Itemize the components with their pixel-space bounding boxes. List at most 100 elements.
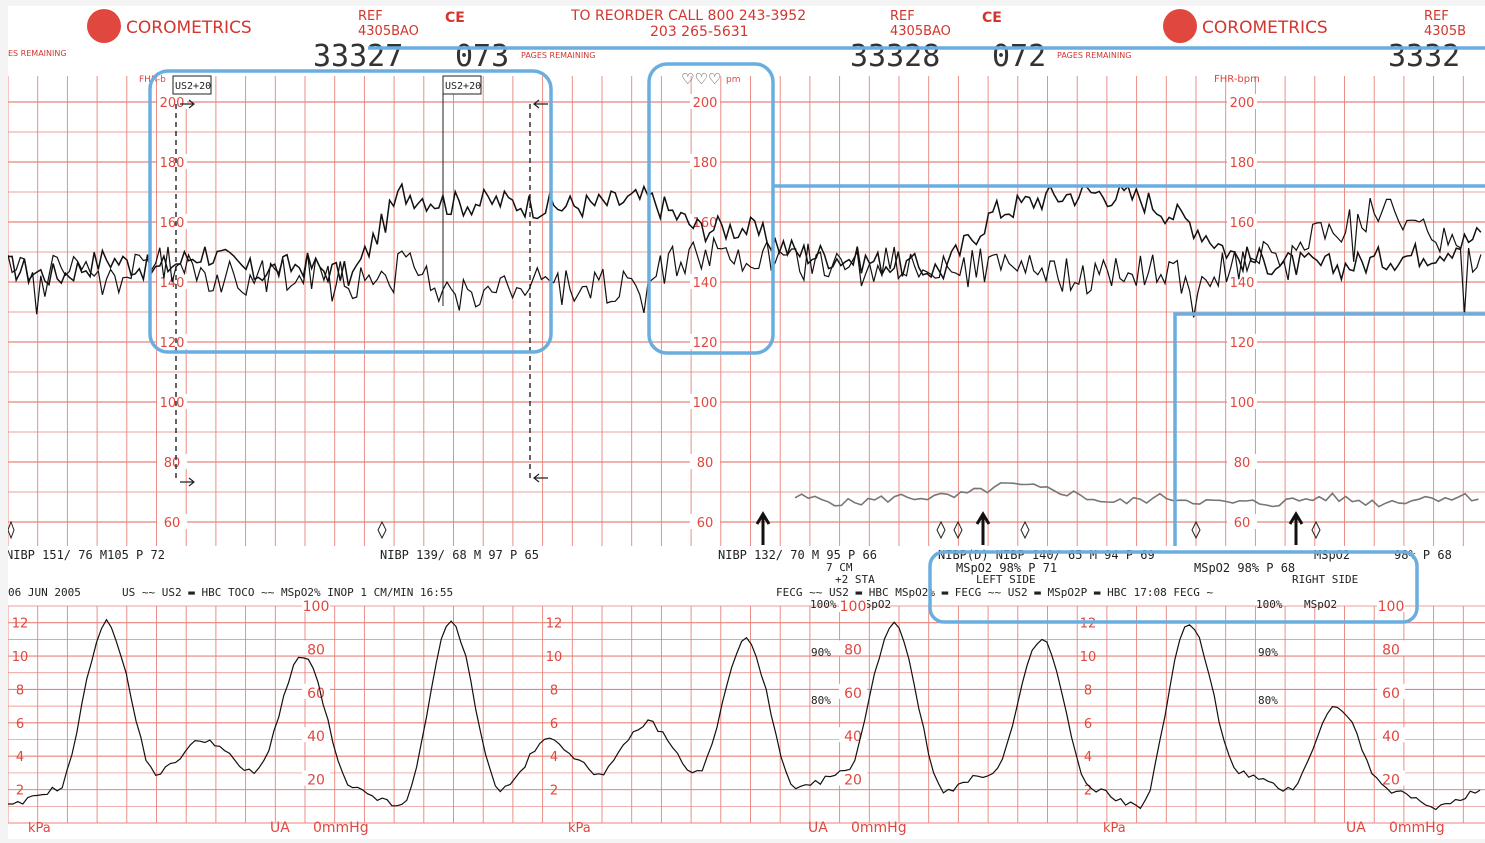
tick-label-bg [1377, 727, 1405, 743]
ua-mmhg-tick: 100 [840, 599, 867, 615]
ua-kpa-tick: 6 [16, 717, 24, 732]
ua-label: UA [1346, 820, 1366, 836]
fhr-tick-label: 60 [1234, 516, 1251, 531]
event-arrow-icon [975, 511, 991, 545]
ce-mark: CE [982, 10, 1002, 26]
arrow-right-icon [180, 99, 195, 109]
fhr-tick-label: 80 [697, 456, 714, 471]
tick-label-bg [157, 394, 187, 409]
monitor-modes-1: US ~~ US2 ▬ HBC TOCO ~~ MSpO2% INOP 1 CM… [122, 586, 453, 599]
tick-label-bg [157, 94, 187, 109]
us2-marker-label: US2+20 [445, 81, 481, 92]
tick-label-bg [1377, 770, 1405, 786]
nibp-reading-3: NIBP 132/ 70 M 95 P 66 [718, 548, 877, 562]
tick-label-bg [690, 394, 720, 409]
ua-trace [8, 618, 1481, 811]
ref-label: REF [358, 9, 383, 24]
highlight-overlays [148, 46, 1485, 624]
pages-remaining-2: 072 [992, 39, 1046, 74]
ref-code: 4305BAO [358, 24, 419, 39]
annotation-band: NIBP 151/ 76 M105 P 72 NIBP 139/ 68 M 97… [6, 548, 1452, 707]
fhr-tick-label: 200 [693, 96, 718, 111]
tick-label-bg [1227, 274, 1257, 289]
nibp-reading-4: NIBP(D) NIBP 140/ 65 M 94 P 69 [938, 548, 1155, 562]
tick-label-bg [1227, 454, 1257, 469]
tick-label-bg [690, 214, 720, 229]
mspo2-scale-100: 100% [810, 598, 837, 611]
ce-mark: CE [445, 10, 465, 26]
ua-mmhg-tick: 80 [307, 642, 325, 658]
ua-mmhg-tick: 20 [307, 773, 325, 789]
tick-label-bg [839, 640, 867, 656]
brand-name: COROMETRICS [126, 18, 252, 38]
tick-label-bg [1377, 597, 1405, 612]
ua-kpa-tick: 12 [546, 617, 563, 632]
fhr-tick-label: 100 [693, 396, 718, 411]
ua-mmhg-tick: 40 [307, 729, 325, 745]
ua-series [8, 618, 1481, 811]
reorder-line-2: 203 265-5631 [650, 24, 749, 40]
tick-label-bg [690, 274, 720, 289]
ua-kpa-tick: 8 [1084, 683, 1092, 698]
fhr-tick-labels: 200 180 160 140 120 100 80 60 200 180 160 140 120 100… [157, 94, 1257, 531]
tick-label-bg [839, 683, 867, 699]
fhr-tick-label: 100 [1230, 396, 1255, 411]
ua-kpa-tick: 2 [1084, 784, 1092, 799]
hearts-icon: ♡♡♡ [681, 70, 721, 88]
page-number-1: 33327 [313, 39, 403, 74]
us2-marker-label: US2+20 [175, 81, 211, 92]
tick-label-bg [839, 597, 867, 612]
ua-mmhg-tick: 20 [1382, 773, 1400, 789]
fhr-unit-suffix: pm [726, 75, 740, 85]
ua-kpa-tick: 10 [546, 650, 563, 665]
fhr-unit-label: FHR-bpm [1214, 74, 1260, 85]
nibp-reading-2: NIBP 139/ 68 M 97 P 65 [380, 548, 539, 562]
brand-logo-icon [87, 9, 121, 43]
ua-kpa-tick: 12 [1080, 617, 1097, 632]
us2-marker-2: US2+20 [442, 75, 482, 95]
ua-mmhg-tick: 60 [307, 686, 325, 702]
ref-label: REF [890, 9, 915, 24]
mmhg-label: 0mmHg [313, 820, 369, 836]
fhr-tick-label: 180 [693, 156, 718, 171]
tick-label-bg [690, 94, 720, 109]
ua-mmhg-tick: 20 [844, 773, 862, 789]
tick-label-bg [1227, 94, 1257, 109]
monitor-modes-2: FECG ~~ US2 ▬ HBC MSpO2% ▬ FECG ~~ US2 ▬… [776, 586, 1213, 599]
us2-marker-1: US2+20 [172, 75, 212, 95]
diamond-marker-icon [1191, 520, 1201, 540]
kpa-label: kPa [1103, 821, 1126, 836]
fhr-tick-label: 140 [1230, 276, 1255, 291]
fetal-station: +2 STA [835, 573, 875, 586]
cervical-dilation: 7 CM [826, 561, 853, 574]
fhr-tick-label: 120 [1230, 336, 1255, 351]
ua-kpa-tick: 6 [1084, 717, 1092, 732]
event-markers [7, 511, 1321, 545]
ua-kpa-tick: 8 [550, 683, 558, 698]
ref-code: 4305BAO [890, 24, 951, 39]
tick-label-bg [690, 454, 720, 469]
mspo2-scale-100: 100% [1256, 598, 1283, 611]
ua-mmhg-tick: 80 [844, 642, 862, 658]
ua-label: UA [270, 820, 290, 836]
highlight-box-offset [148, 69, 553, 354]
tick-label-bg [302, 640, 330, 656]
fhr-series-us [7, 181, 1482, 287]
fhr-tick-label: 200 [160, 96, 185, 111]
ua-kpa-tick: 6 [550, 717, 558, 732]
fhr-tick-label: 60 [164, 516, 181, 531]
position-right-side: RIGHT SIDE [1292, 573, 1358, 586]
mspo2-series [794, 482, 1479, 508]
brand-logo-2: COROMETRICS [1163, 9, 1328, 43]
ua-mmhg-tick: 80 [1382, 642, 1400, 658]
tick-label-bg [157, 214, 187, 229]
ua-mmhg-tick: 60 [1382, 686, 1400, 702]
fhr-tick-label: 120 [160, 336, 185, 351]
mspo2-reading-3: 98% P 68 [1394, 548, 1452, 562]
tick-label-bg [1377, 683, 1405, 699]
ua-mmhg-tick: 40 [1382, 729, 1400, 745]
ua-mmhg-tick: 40 [844, 729, 862, 745]
event-arrow-icon [755, 511, 771, 545]
diamond-marker-icon [377, 520, 387, 540]
ua-tick-labels: 12 10 8 6 4 2 12 10 8 6 4 2 12 10 8 6 4 2 100 80 60 40 20 100 80… [12, 597, 1405, 799]
